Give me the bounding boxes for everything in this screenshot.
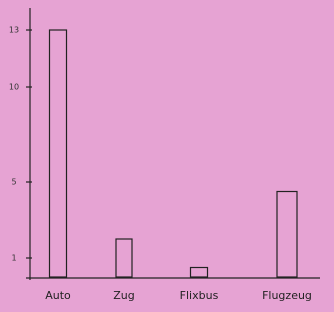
y-tick-label: 5: [11, 178, 16, 187]
y-tick-label: 1: [11, 254, 16, 263]
y-tick-label: 10: [9, 83, 19, 92]
y-tick-label: 13: [9, 26, 19, 35]
x-tick-label: Zug: [113, 289, 135, 302]
x-tick-label: Flixbus: [180, 289, 219, 302]
x-tick-label: Auto: [45, 289, 71, 302]
x-tick-label: Flugzeug: [262, 289, 312, 302]
chart: 1 5 10 13 Auto Zug Flixbus Flugzeug: [0, 0, 334, 312]
